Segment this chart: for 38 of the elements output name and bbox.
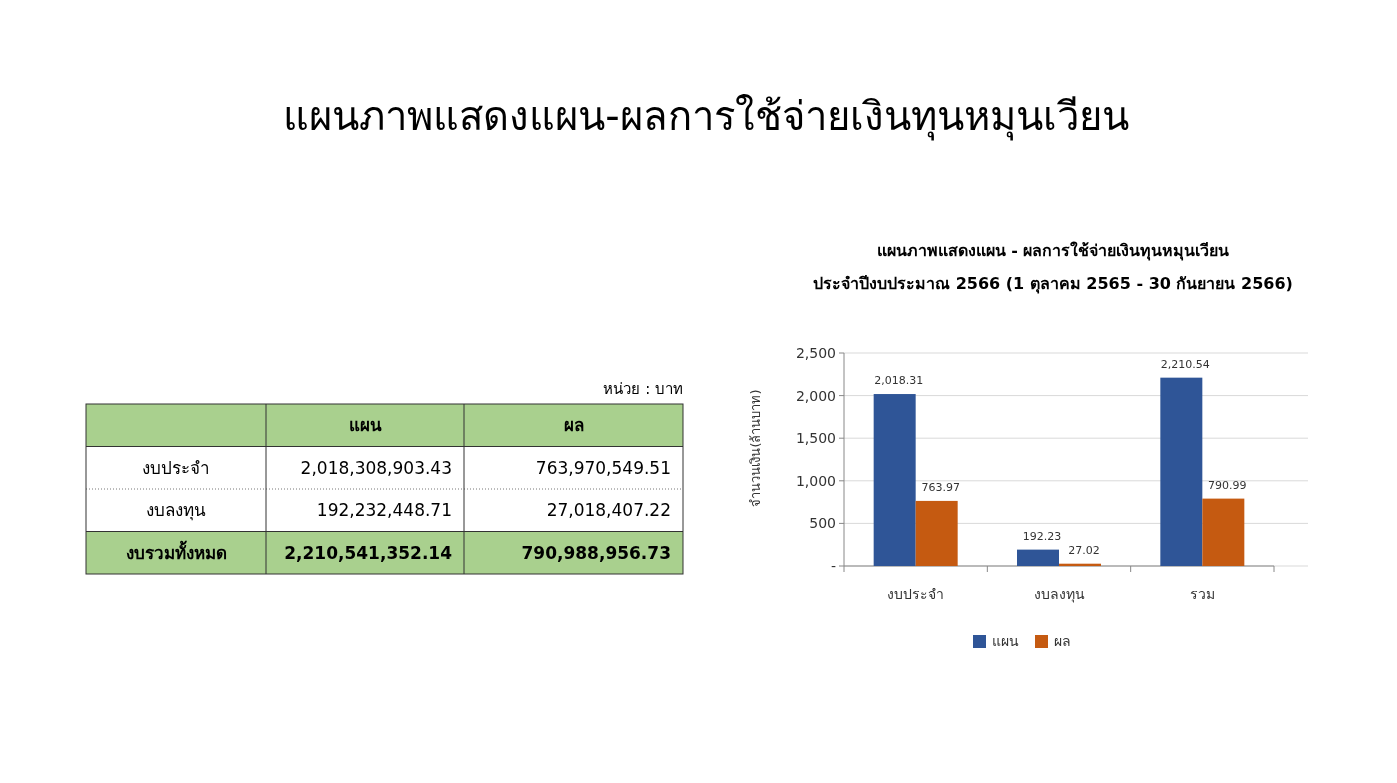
text: แผนภาพแสดงแผน-ผลการใช้จ่ายเงินทุนหมุนเวียน <box>283 93 1129 141</box>
data-label: 763.97 <box>921 480 960 494</box>
text: ผล <box>563 415 584 436</box>
data-label: 763,970,549.51 <box>535 457 671 478</box>
text: หน่วย : บาท <box>603 380 683 398</box>
category-label: งบรวมทั้งหมด <box>125 539 227 563</box>
y-tick-label: 1,500 <box>795 430 836 447</box>
y-tick-label: 500 <box>809 515 836 532</box>
y-tick-label: 2,000 <box>795 387 836 404</box>
y-tick-label: 1,000 <box>795 472 836 489</box>
bar <box>873 394 916 566</box>
chart-title: แผนภาพแสดงแผน - ผลการใช้จ่ายเงินทุนหมุนเวียน <box>876 241 1230 261</box>
y-tick-label: 2,500 <box>795 345 836 361</box>
data-label: 2,210,541,352.14 <box>284 542 453 563</box>
bar <box>1160 377 1203 566</box>
bar <box>1017 549 1059 566</box>
data-label: 2,018.31 <box>874 374 924 388</box>
x-tick-label: รวม <box>1189 586 1215 602</box>
category-label: งบประจำ <box>142 457 210 478</box>
bar <box>915 500 958 566</box>
text: แผน <box>348 415 382 436</box>
data-label: 192,232,448.71 <box>316 500 452 521</box>
legend-label: แผน <box>992 633 1019 649</box>
y-tick-label: - <box>830 558 836 574</box>
bar <box>1202 498 1245 566</box>
data-label: 2,210.54 <box>1160 357 1210 371</box>
category-label: งบลงทุน <box>146 500 206 522</box>
data-label: 192.23 <box>1022 529 1062 543</box>
x-tick-label: งบลงทุน <box>1033 586 1085 603</box>
data-label: 790.99 <box>1208 478 1247 492</box>
data-label: 2,018,308,903.43 <box>300 457 452 478</box>
legend-label: ผล <box>1054 633 1071 649</box>
data-label: 27,018,407.22 <box>546 500 671 521</box>
data-label: 27.02 <box>1068 543 1100 557</box>
data-label: 790,988,956.73 <box>521 542 671 563</box>
chart-subtitle: ประจำปีงบประมาณ 2566 (1 ตุลาคม 2565 - 30 กันยายน 2566) <box>813 274 1293 294</box>
x-tick-label: งบประจำ <box>887 586 945 602</box>
y-axis-title: จำนวนเงิน(ล้านบาท) <box>748 389 763 507</box>
